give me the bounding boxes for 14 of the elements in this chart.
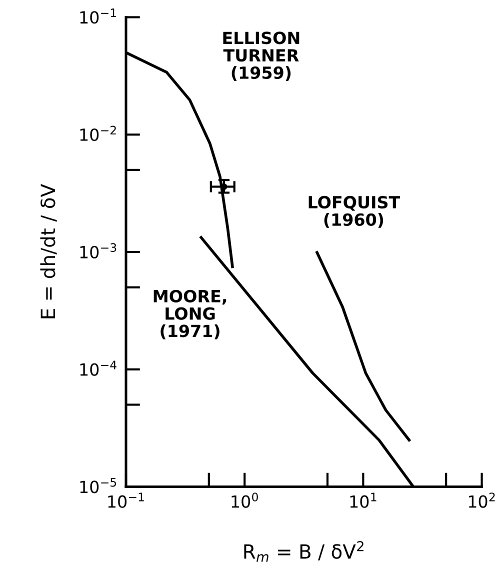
y-tick-label: 10$^{−1}$ [80, 8, 116, 24]
x-tick-label: 10$^{0}$ [232, 492, 258, 508]
y-tick-label: 10$^{−2}$ [80, 126, 116, 142]
y-tick-label: 10$^{−3}$ [80, 243, 116, 258]
series-label: MOORE, LONG (1971) [154, 290, 226, 340]
series-label: LOFQUIST (1960) [308, 196, 400, 228]
x-tick-label: 10$^{2}$ [468, 492, 495, 508]
text: ELLISON TURNER (1959) [223, 32, 300, 81]
x-axis-title: R$_{m}$ = B / δV$^{2}$ [244, 541, 364, 562]
x-tick-label: 10$^{−1}$ [108, 492, 144, 508]
y-tick-label: 10$^{−5}$ [80, 478, 116, 494]
y-axis-title: E = dh/dt / δV [40, 184, 57, 318]
x-tick-label: 10$^{1}$ [350, 492, 376, 508]
y-tick-label: 10$^{−4}$ [80, 360, 116, 376]
